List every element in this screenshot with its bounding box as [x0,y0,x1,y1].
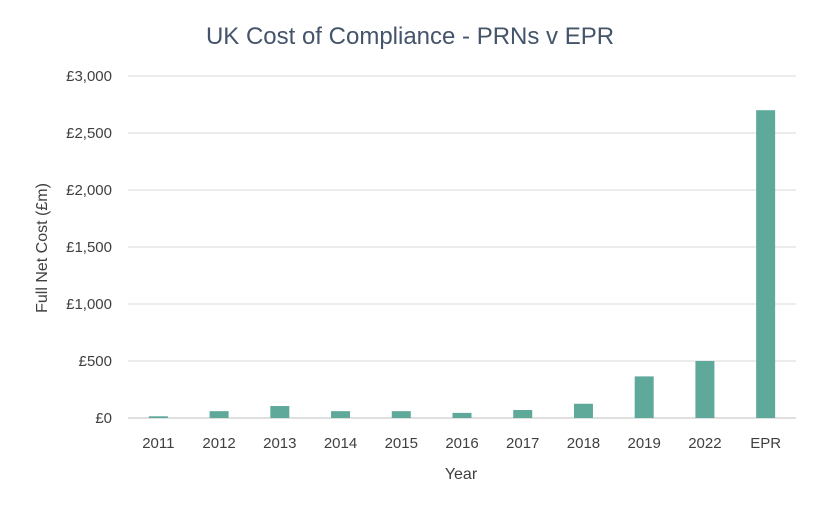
bar-epr [756,110,776,418]
y-tick-label: £3,000 [66,68,112,85]
x-axis-ticks: 2011 2012 2013 2014 2015 2016 2017 2018 2019 2022… [142,435,781,452]
x-tick-label: 2019 [627,435,660,452]
bar-2018 [573,403,593,418]
x-tick-label: 2017 [506,435,539,452]
y-axis-title: Full Net Cost (£m) [34,183,51,313]
x-axis-title: Year [445,466,478,483]
x-tick-label: 2022 [688,435,721,452]
bar-2016 [452,412,472,418]
bar-2012 [209,411,229,418]
y-tick-label: £2,500 [66,125,112,142]
x-tick-label: 2015 [385,435,418,452]
bar-2015 [391,411,411,418]
x-tick-label: 2011 [142,435,174,452]
x-tick-label: 2018 [567,435,600,452]
x-tick-label: 2014 [324,435,357,452]
x-tick-label: 2012 [202,435,235,452]
y-tick-label: £500 [79,353,112,370]
x-tick-label: 2016 [445,435,478,452]
gridlines [128,75,796,419]
x-tick-label: 2013 [263,435,296,452]
y-tick-label: £0 [95,410,112,427]
bar-2017 [513,410,533,418]
bar-2011 [148,416,168,418]
bar-2019 [634,376,654,418]
y-axis-ticks: £0 £500 £1,000 £1,500 £2,000 £2,500 £3,000 [66,68,112,427]
y-tick-label: £1,500 [66,239,112,256]
chart-title: UK Cost of Compliance - PRNs v EPR [206,23,614,50]
bar-2014 [331,411,351,418]
y-tick-label: £1,000 [66,296,112,313]
bar-2022 [695,361,715,418]
y-tick-label: £2,000 [66,182,112,199]
bars [148,110,776,418]
bar-2013 [270,406,290,418]
x-tick-label: EPR [750,435,781,452]
